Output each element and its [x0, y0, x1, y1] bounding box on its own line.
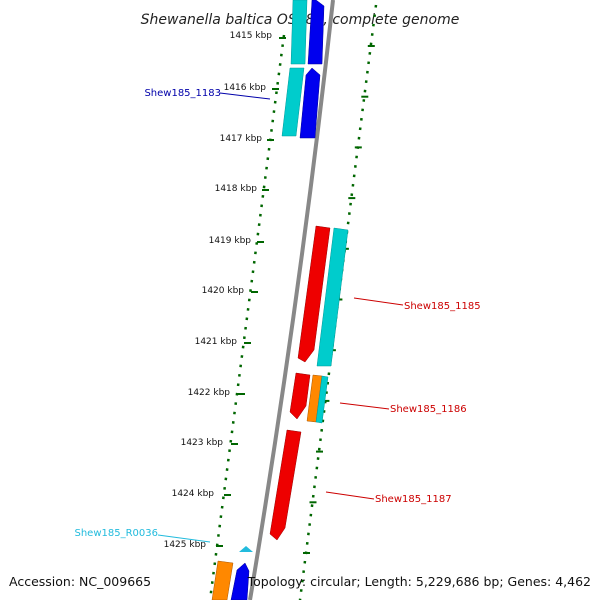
label-leader	[325, 491, 375, 500]
gene-label[interactable]: Shew185_1183	[144, 88, 221, 99]
cds-feature-red-1187[interactable]	[269, 429, 302, 541]
cds-feature-cyan[interactable]	[290, 0, 308, 65]
accession-text: Accession: NC_009665	[9, 574, 151, 589]
label-leader	[219, 92, 271, 100]
gene-label[interactable]: Shew185_R0036	[74, 528, 158, 539]
gene-labels: Shew185_1183 Shew185_1185 Shew185_1186 S…	[74, 88, 481, 543]
label-leader	[157, 534, 211, 543]
tick: 1415 kbp	[230, 31, 286, 41]
cds-feature-blue[interactable]	[230, 562, 250, 600]
tick-label: 1419 kbp	[209, 236, 252, 246]
tick-label: 1422 kbp	[188, 388, 231, 398]
cds-feature-red[interactable]	[289, 372, 311, 420]
tick: 1422 kbp	[188, 388, 245, 398]
inner-ruler-ticks: 1415 kbp 1416 kbp 1417 kbp 1418 kbp 1419…	[164, 31, 286, 550]
tick: 1420 kbp	[202, 286, 258, 296]
tick-label: 1418 kbp	[215, 184, 258, 194]
tick-label: 1415 kbp	[230, 31, 273, 41]
genome-backbone	[248, 0, 335, 600]
gene-label[interactable]: Shew185_1185	[404, 301, 481, 312]
label-leader	[339, 402, 390, 410]
outer-ruler-ticks	[303, 45, 375, 554]
genome-summary-text: Topology: circular; Length: 5,229,686 bp…	[247, 574, 591, 589]
tick-label: 1425 kbp	[164, 540, 207, 550]
tick-label: 1416 kbp	[224, 83, 267, 93]
cds-feature-red-1185[interactable]	[297, 225, 331, 363]
cds-feature-cyan-1186[interactable]	[315, 375, 329, 424]
cds-feature-cyan[interactable]	[281, 67, 305, 137]
gene-label[interactable]: Shew185_1187	[375, 494, 452, 505]
tick: 1424 kbp	[172, 489, 231, 499]
tick: 1423 kbp	[181, 438, 238, 448]
tick: 1421 kbp	[195, 337, 251, 347]
cds-feature-orange[interactable]	[211, 560, 234, 600]
tick: 1417 kbp	[220, 134, 274, 144]
tick-label: 1424 kbp	[172, 489, 215, 499]
gene-label[interactable]: Shew185_1186	[390, 404, 467, 415]
tick-label: 1420 kbp	[202, 286, 245, 296]
tick-label: 1423 kbp	[181, 438, 224, 448]
features	[211, 0, 349, 600]
cds-feature-blue-1183[interactable]	[299, 67, 321, 139]
tick: 1419 kbp	[209, 236, 264, 246]
tick: 1425 kbp	[164, 540, 223, 550]
trna-feature-r0036[interactable]	[239, 546, 253, 552]
label-leader	[353, 297, 404, 306]
cds-feature-blue[interactable]	[307, 0, 325, 65]
tick: 1416 kbp	[224, 83, 279, 93]
cds-feature-cyan[interactable]	[316, 227, 349, 367]
tick-label: 1421 kbp	[195, 337, 238, 347]
tick-label: 1417 kbp	[220, 134, 263, 144]
tick: 1418 kbp	[215, 184, 269, 194]
